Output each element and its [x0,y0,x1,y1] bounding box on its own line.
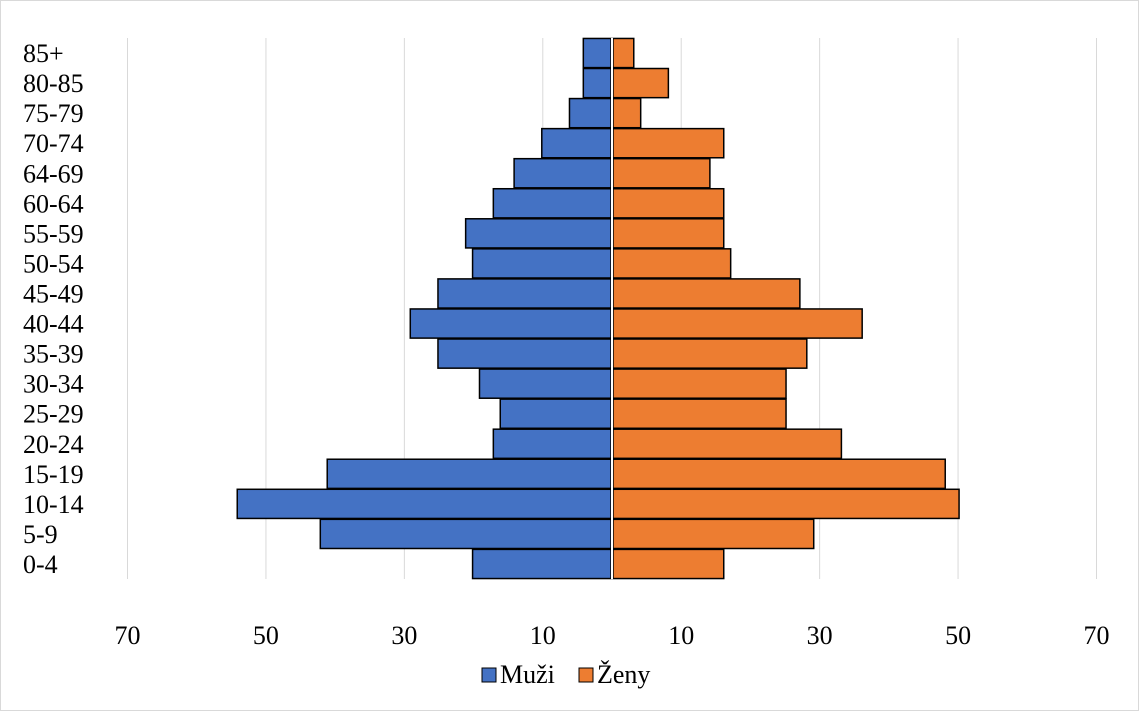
category-label: 70-74 [23,129,84,158]
bar-zeny [612,248,732,279]
bar-zeny [612,428,843,460]
x-axis-tick-labels: 70 50 30 10 10 30 50 70 [115,621,1110,650]
category-label: 25-29 [23,400,84,429]
bar-muzi [464,218,612,249]
x-tick-label: 30 [807,621,833,650]
legend-label-muzi: Muži [500,660,555,689]
bar-zeny [612,488,960,520]
category-label: 0-4 [23,550,58,579]
category-label: 40-44 [23,310,84,339]
bar-muzi [236,488,612,520]
bar-muzi [471,248,612,279]
category-label: 50-54 [23,249,84,278]
category-label: 35-39 [23,340,84,369]
category-label: 85+ [23,39,64,68]
bar-muzi [437,278,612,309]
x-tick-label: 30 [391,621,417,650]
bar-muzi [582,37,612,69]
category-label: 10-14 [23,490,84,519]
bar-muzi [499,398,612,430]
bar-muzi [568,97,612,129]
bar-zeny [612,368,787,399]
bar-muzi [478,368,612,399]
category-label: 5-9 [23,520,58,549]
category-label: 45-49 [23,279,84,308]
bar-muzi [471,548,612,580]
legend-swatch-muzi [481,667,497,683]
bar-zeny [612,458,946,490]
bar-muzi [492,187,612,219]
bar-muzi [582,67,612,99]
bar-zeny [612,518,815,550]
category-label: 80-85 [23,69,84,98]
category-label: 60-64 [23,189,84,218]
x-tick-label: 50 [253,621,279,650]
bar-zeny [612,67,670,99]
bar-muzi [492,428,612,460]
bar-zeny [612,278,801,309]
bar-zeny [612,308,863,339]
category-label: 20-24 [23,430,84,459]
bar-zeny [612,157,711,189]
legend-label-zeny: Ženy [597,660,650,689]
bar-zeny [612,398,787,430]
bar-zeny [612,187,725,219]
bar-muzi [513,157,612,189]
bar-zeny [612,97,642,129]
category-label: 75-79 [23,99,84,128]
category-labels: 85+80-8575-7970-7464-6960-6455-5950-5445… [23,39,84,579]
legend-item-zeny: Ženy [578,660,650,689]
legend: Muži Ženy [481,660,650,689]
x-tick-label: 10 [530,621,556,650]
bar-zeny [612,127,725,159]
bar-zeny [612,338,808,369]
bars [236,37,960,580]
bar-muzi [541,127,612,159]
x-tick-label: 70 [115,621,141,650]
bar-muzi [319,518,612,550]
x-tick-label: 10 [668,621,694,650]
x-tick-label: 50 [945,621,971,650]
bar-muzi [409,308,612,339]
x-tick-label: 70 [1084,621,1110,650]
legend-swatch-zeny [578,667,594,683]
bar-muzi [437,338,612,369]
category-label: 64-69 [23,159,84,188]
bar-muzi [326,458,612,490]
bar-zeny [612,218,725,249]
legend-item-muzi: Muži [481,660,555,689]
category-label: 55-59 [23,219,84,248]
category-label: 15-19 [23,460,84,489]
bar-zeny [612,548,725,580]
category-label: 30-34 [23,370,84,399]
bar-zeny [612,37,635,69]
